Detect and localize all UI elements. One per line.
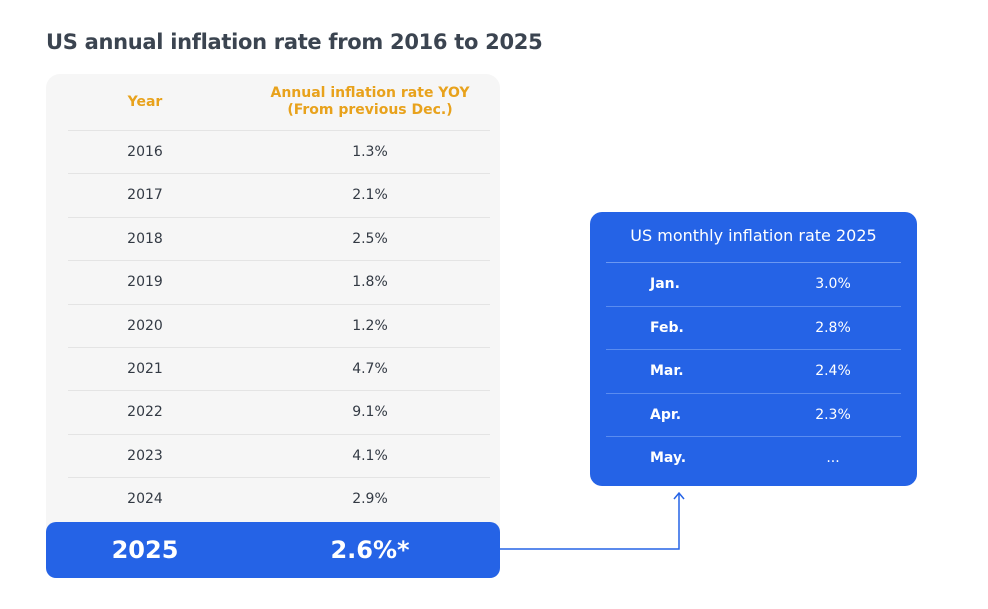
monthly-title: US monthly inflation rate 2025: [630, 226, 877, 245]
table-row: 2021 4.7%: [68, 347, 490, 391]
connector-line: [500, 493, 680, 550]
rate-cell: 9.1%: [352, 404, 388, 421]
rate-cell: 2.9%: [352, 491, 388, 508]
highlight-year: 2025: [111, 536, 179, 564]
monthly-row: Jan. 3.0%: [606, 262, 901, 307]
rate-cell: 4.7%: [352, 361, 388, 377]
monthly-row: Mar. 2.4%: [606, 349, 901, 394]
month-cell: May.: [650, 450, 687, 466]
year-header: Year: [127, 93, 163, 110]
monthly-rate-cell: 3.0%: [815, 276, 851, 292]
month-cell: Apr.: [650, 406, 682, 423]
table-row: 2018 2.5%: [68, 216, 490, 261]
monthly-table: US monthly inflation rate 2025 Jan. 3.0% F…: [590, 212, 917, 486]
year-cell: 2022: [127, 404, 163, 421]
table-row: 2022 9.1%: [68, 390, 490, 434]
monthly-row: Feb. 2.8%: [606, 305, 901, 351]
month-cell: Mar.: [650, 363, 684, 379]
table-row: 2024 2.9%: [68, 477, 490, 521]
monthly-rate-cell: 2.3%: [815, 406, 851, 423]
page-title: US annual inflation rate from 2016 to 20…: [46, 30, 543, 54]
rate-header-line2: (From previous Dec.): [287, 102, 453, 118]
monthly-row: Apr. 2.3%: [606, 392, 901, 438]
month-cell: Jan.: [650, 276, 680, 292]
month-cell: Feb.: [650, 319, 684, 336]
rate-cell: 2.1%: [352, 187, 388, 204]
rate-cell: 1.3%: [352, 144, 388, 160]
year-cell: 2021: [127, 361, 163, 377]
arrow-head-icon: [673, 491, 685, 500]
table-row: 2020 1.2%: [68, 303, 490, 348]
monthly-rate-cell: 2.4%: [815, 363, 851, 379]
monthly-row: May....: [606, 436, 901, 481]
rate-cell: 2.5%: [352, 230, 388, 247]
highlight-rate: 2.6%*: [330, 536, 410, 564]
monthly-rate-cell: 2.8%: [815, 319, 851, 336]
year-cell: 2024: [127, 491, 163, 508]
rate-cell: 4.1%: [352, 447, 388, 464]
table-row: 2017 2.1%: [68, 173, 490, 217]
year-cell: 2023: [127, 447, 163, 464]
year-cell: 2018: [127, 230, 163, 247]
year-cell: 2019: [127, 274, 163, 291]
rate-header-line1: Annual inflation rate YOY: [270, 85, 470, 101]
annual-table: Year Annual inflation rate YOY (From prev…: [46, 74, 500, 560]
table-row: 2023 4.1%: [68, 433, 490, 478]
monthly-rate-cell: ...: [826, 450, 840, 466]
table-row: 2019 1.8%: [68, 260, 490, 304]
highlight-row-2025: 2025 2.6%*: [46, 522, 500, 578]
rate-cell: 1.2%: [352, 317, 388, 334]
year-cell: 2020: [127, 317, 163, 334]
rate-header: Annual inflation rate YOY (From previous …: [230, 74, 510, 130]
rate-cell: 1.8%: [352, 274, 388, 291]
year-cell: 2016: [127, 144, 163, 160]
year-cell: 2017: [127, 187, 163, 204]
table-row: 2016 1.3%: [68, 130, 490, 174]
